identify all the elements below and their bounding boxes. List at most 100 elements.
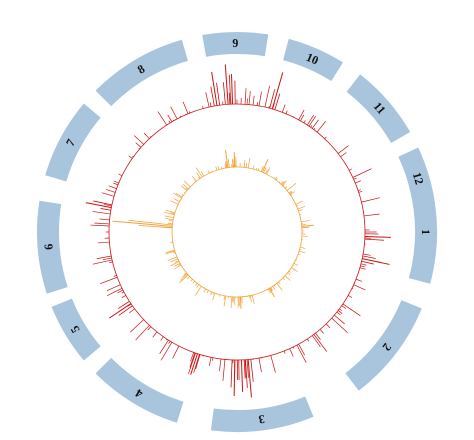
- track-spike: [358, 191, 363, 193]
- chromosome-segment-11: [346, 74, 411, 143]
- outer-data-track: [85, 64, 391, 398]
- track-spike: [297, 205, 306, 210]
- track-spike: [121, 295, 126, 298]
- track-spike: [160, 336, 164, 341]
- track-spike: [128, 155, 133, 159]
- track-spike: [292, 346, 295, 349]
- track-spike: [160, 341, 173, 361]
- track-spike: [167, 256, 178, 262]
- track-spike: [272, 286, 276, 291]
- track-spike: [280, 181, 284, 185]
- track-spike: [360, 263, 367, 266]
- track-spike: [113, 275, 117, 277]
- track-spike: [352, 168, 372, 178]
- track-spike: [233, 359, 236, 396]
- track-spike: [129, 308, 135, 314]
- track-spike: [361, 197, 380, 203]
- track-spike: [336, 311, 341, 316]
- track-baseline: [108, 103, 366, 361]
- track-spike: [255, 168, 257, 170]
- track-spike: [269, 288, 275, 298]
- track-spike: [315, 332, 321, 340]
- track-spike: [179, 274, 189, 284]
- track-spike: [260, 166, 264, 172]
- track-spike: [112, 220, 173, 227]
- chromosome-segment-9: [202, 32, 269, 57]
- track-spike: [175, 192, 183, 198]
- track-spike: [274, 93, 281, 110]
- track-spike: [159, 339, 169, 355]
- track-spike: [301, 224, 314, 227]
- track-spike: [108, 185, 117, 189]
- track-spike: [195, 354, 201, 370]
- track-spike: [134, 135, 144, 145]
- chromosome-label-9: 9: [232, 36, 238, 50]
- track-spike: [288, 190, 292, 194]
- track-spike: [178, 263, 181, 266]
- track-spike: [217, 166, 220, 170]
- chromosome-segment-3: [210, 396, 314, 432]
- track-spike: [270, 355, 276, 373]
- track-spike: [113, 182, 119, 186]
- track-spike: [224, 149, 229, 168]
- track-spike: [274, 176, 278, 180]
- track-spike: [230, 74, 234, 105]
- track-spike: [167, 114, 173, 123]
- track-spike: [170, 212, 175, 215]
- track-spike: [186, 276, 190, 280]
- track-spike: [182, 101, 189, 114]
- track-spike: [92, 211, 111, 215]
- track-spike: [182, 273, 188, 278]
- track-spike: [208, 357, 212, 366]
- track-spike: [331, 317, 348, 333]
- chromosome-segment-12: [398, 147, 436, 208]
- track-spike: [202, 106, 204, 109]
- track-spike: [364, 235, 391, 238]
- track-spike: [183, 272, 187, 275]
- track-spike: [165, 209, 175, 214]
- track-spike: [296, 344, 307, 363]
- track-spike: [227, 159, 230, 168]
- track-spike: [324, 136, 327, 139]
- track-spike: [174, 260, 179, 263]
- track-spike: [310, 125, 313, 128]
- chromosome-label-10: 10: [304, 50, 321, 68]
- track-spike: [233, 152, 236, 168]
- track-spike: [180, 273, 188, 281]
- track-spike: [357, 189, 361, 191]
- track-spike: [282, 184, 285, 187]
- track-spike: [265, 169, 268, 174]
- track-spike: [308, 115, 316, 127]
- track-spike: [247, 359, 252, 398]
- track-spike: [284, 275, 291, 281]
- track-spike: [152, 331, 158, 338]
- track-spike: [244, 88, 247, 105]
- track-spike: [135, 142, 142, 148]
- track-spike: [100, 276, 118, 285]
- track-spike: [339, 308, 342, 311]
- track-spike: [210, 291, 212, 294]
- track-spike: [355, 180, 361, 184]
- track-spike: [363, 213, 380, 217]
- track-spike: [223, 295, 226, 301]
- track-spike: [295, 259, 298, 261]
- chromosome-label-6: 6: [41, 243, 55, 250]
- track-spike: [251, 295, 255, 305]
- track-spike: [195, 283, 198, 286]
- track-spike: [118, 305, 133, 316]
- track-spike: [353, 284, 366, 291]
- track-spike: [182, 183, 189, 190]
- track-spike: [281, 181, 285, 185]
- track-spike: [228, 92, 231, 105]
- track-spike: [193, 281, 196, 284]
- chromosome-segment-7: [45, 103, 101, 182]
- track-spike: [99, 218, 110, 221]
- track-spike: [362, 255, 376, 259]
- track-spike: [109, 303, 132, 319]
- track-spike: [174, 263, 181, 267]
- track-spike: [117, 301, 130, 309]
- track-spike: [100, 208, 111, 211]
- track-spike: [222, 82, 226, 105]
